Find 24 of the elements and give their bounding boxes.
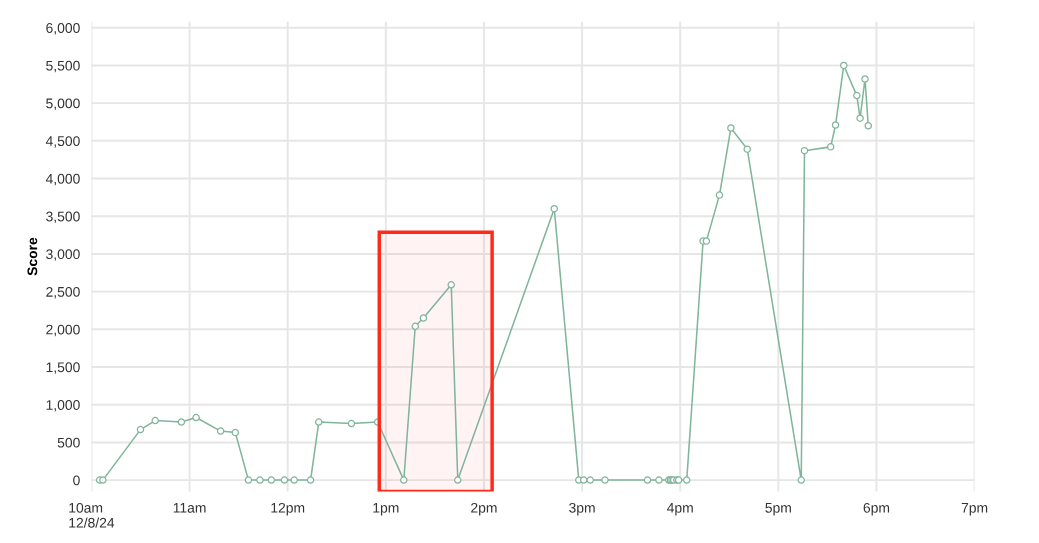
x-tick-label: 3pm — [569, 502, 595, 516]
x-tick-label: 4pm — [667, 503, 693, 516]
y-tick-label: 2,000 — [46, 324, 80, 337]
x-tick-label: 5pm — [765, 503, 791, 516]
x-tick-label: 6pm — [863, 502, 890, 516]
y-tick-label: 500 — [57, 437, 80, 448]
y-tick-label: 1,000 — [46, 400, 80, 412]
y-tick-label: 3,500 — [46, 211, 80, 224]
y-tick-label: 5,500 — [46, 60, 80, 73]
x-tick-label: 1pm — [373, 503, 399, 516]
y-tick-label: 6,000 — [46, 23, 80, 35]
y-tick-label: 1,500 — [46, 362, 80, 374]
x-tick-label: 11am — [173, 503, 206, 513]
y-axis-title: Score — [27, 237, 38, 276]
x-tick-label: 10am 12/8/24 — [69, 502, 115, 528]
y-tick-label: 5,000 — [46, 98, 80, 110]
x-tick-label: 12pm — [271, 502, 305, 516]
y-tick-label: 0 — [73, 475, 80, 486]
y-tick-label: 4,500 — [45, 136, 80, 148]
x-tick-label: 7pm — [961, 503, 988, 516]
x-tick-label: 2pm — [471, 502, 497, 516]
y-tick-label: 2,500 — [46, 286, 80, 299]
y-tick-label: 4,000 — [45, 173, 80, 186]
y-tick-label: 3,000 — [46, 249, 80, 261]
